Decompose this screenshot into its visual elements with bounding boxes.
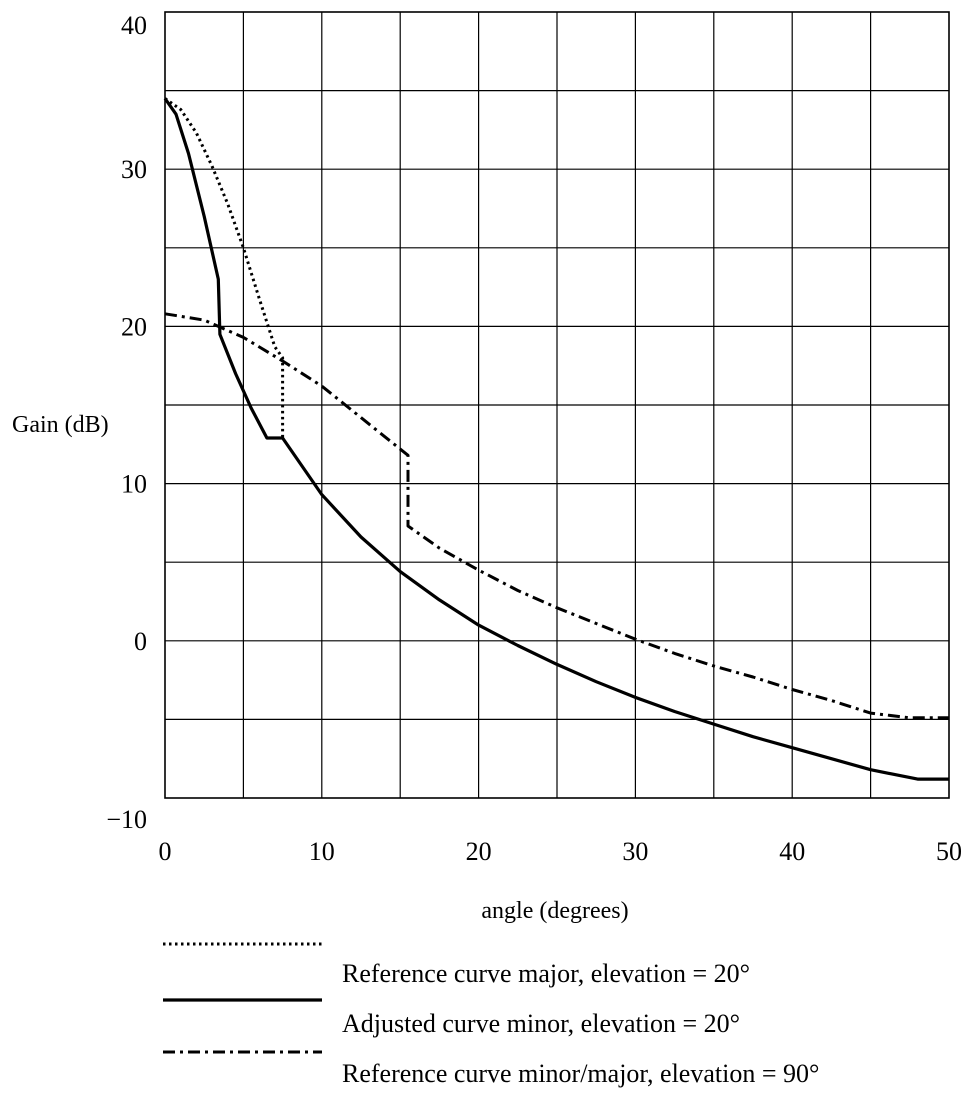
x-tick-label: 0: [159, 837, 172, 866]
legend-label-3: Reference curve minor/major, elevation =…: [342, 1059, 819, 1088]
plot-frame: [164, 11, 950, 799]
x-axis-label: angle (degrees): [481, 898, 628, 924]
y-axis-label: Gain (dB): [12, 412, 109, 438]
series-line-2: [163, 97, 949, 781]
ticks-layer: 0 10 20 30 40 50 40 30 20 10 0 −10: [106, 11, 962, 866]
y-tick-label: 10: [121, 470, 147, 499]
y-tick-label: 30: [121, 155, 147, 184]
x-tick-label: 10: [309, 837, 335, 866]
x-tick-label: 40: [779, 837, 805, 866]
legend: Reference curve major, elevation = 20° Ad…: [163, 942, 819, 1088]
legend-label-2: Adjusted curve minor, elevation = 20°: [342, 1009, 740, 1038]
x-tick-label: 30: [622, 837, 648, 866]
x-tick-label: 50: [936, 837, 962, 866]
y-tick-label: 0: [134, 627, 147, 656]
y-tick-label: 20: [121, 312, 147, 341]
y-tick-label: −10: [106, 805, 147, 834]
grid-layer: [165, 12, 949, 798]
legend-label-1: Reference curve major, elevation = 20°: [342, 959, 750, 988]
y-tick-label: 40: [121, 11, 147, 40]
axes-layer: [164, 11, 950, 799]
x-tick-label: 20: [466, 837, 492, 866]
series-layer: [163, 97, 949, 781]
series-line-1: [164, 97, 285, 440]
series-line-3: [164, 312, 949, 720]
